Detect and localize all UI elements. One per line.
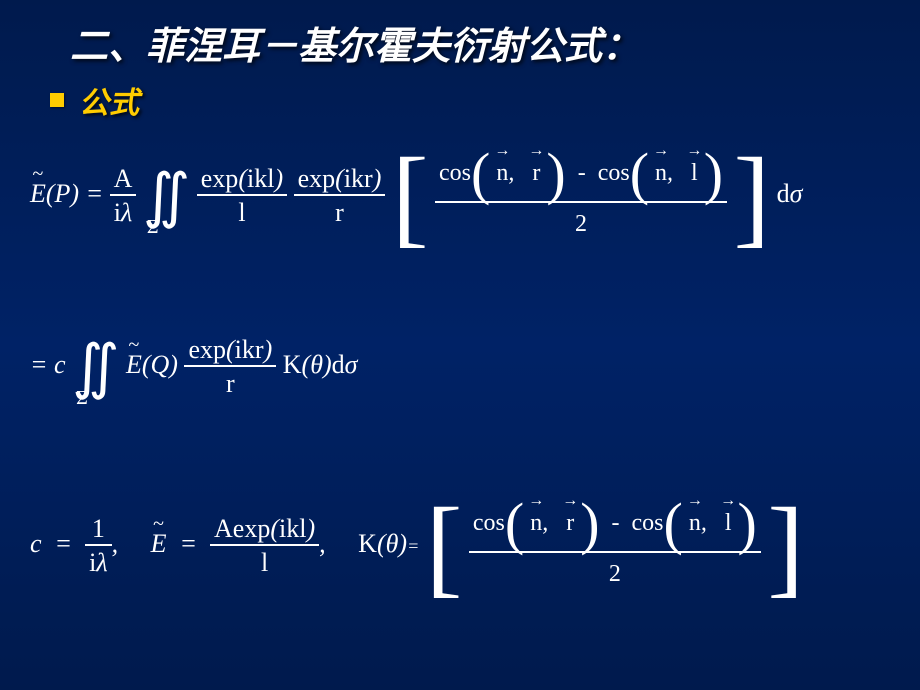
q-letter: Q xyxy=(151,350,170,379)
e-letter2: E xyxy=(126,350,142,379)
frac-exp-ikr2: exp(ikr) r xyxy=(184,335,276,399)
frac-cos2: cos( →n, →r ) - cos( →n, →l ) 2 xyxy=(469,504,761,588)
vec-r: →r xyxy=(532,160,540,187)
minus2: - xyxy=(612,510,620,536)
paren-l-icon: ( xyxy=(471,154,490,195)
frac-cos: cos( →n, →r ) - cos( →n, →l ) 2 xyxy=(435,154,727,238)
i-letter: i xyxy=(114,198,121,227)
n-letter3: n xyxy=(530,510,542,536)
n-letter4: n xyxy=(689,510,701,536)
exp-text2: exp xyxy=(298,164,336,193)
sigma: σ xyxy=(790,179,803,208)
e-letter3: E xyxy=(151,529,167,558)
subtitle-row: 公式 xyxy=(50,78,900,122)
frac-aexp: Aexp(ikl) l xyxy=(210,514,319,578)
r-letter2: r xyxy=(226,369,235,398)
paren-r3-icon: ) xyxy=(580,504,599,545)
lambda2: λ xyxy=(96,548,107,577)
one: 1 xyxy=(92,514,105,543)
l-letter: l xyxy=(238,198,245,227)
aexp-text: Aexp xyxy=(214,514,270,543)
frac-exp-ikl: exp(ikl) l xyxy=(197,164,287,228)
equals4: = xyxy=(179,529,197,558)
l-letter2: l xyxy=(261,548,268,577)
bullet-icon xyxy=(50,93,64,107)
subtitle: 公式 xyxy=(79,78,139,122)
sigma2: σ xyxy=(345,350,358,379)
equation-1: E(P) = A iλ ∬Σ exp(ikl) l exp(ikr) r [ c… xyxy=(30,152,802,240)
vec-n3: →n xyxy=(530,510,542,537)
paren-r2-icon: ) xyxy=(704,154,723,195)
r-vec: r xyxy=(532,160,540,186)
r-vec2: r xyxy=(566,510,574,536)
cos-text4: cos xyxy=(632,510,664,536)
k-letter2: K xyxy=(358,529,377,558)
arg-p: (P) xyxy=(46,179,79,208)
theta: θ xyxy=(310,350,323,379)
a-letter: A xyxy=(114,164,133,193)
paren-l2-icon: ( xyxy=(630,154,649,195)
sigma-sub2: Σ xyxy=(76,387,88,410)
comma2: , xyxy=(319,529,326,558)
paren-l4-icon: ( xyxy=(664,504,683,545)
paren-r4-icon: ) xyxy=(738,504,757,545)
equation-2: = c ∬Σ E(Q) exp(ikr) r K(θ)dσ xyxy=(30,332,357,402)
vec-l: →l xyxy=(691,160,698,187)
ikr-text2: ikr xyxy=(235,335,264,364)
integral-icon2: ∬Σ xyxy=(72,332,119,402)
e-tilde2: E xyxy=(126,350,142,380)
c-letter2: c xyxy=(30,529,42,558)
slide-container: 二、菲涅耳－基尔霍夫衍射公式： 公式 E(P) = A iλ ∬Σ exp(ik… xyxy=(0,0,920,142)
bracket-left2-icon: [ xyxy=(426,502,463,590)
equation-3: c = 1 iλ , E = Aexp(ikl) l , K(θ)= [ cos… xyxy=(30,502,804,590)
bracket-right-icon: ] xyxy=(734,152,771,240)
l-vec: l xyxy=(691,160,698,186)
ikl-text: ikl xyxy=(247,164,274,193)
two2: 2 xyxy=(609,561,621,587)
theta2: θ xyxy=(386,529,399,558)
exp-text3: exp xyxy=(188,335,226,364)
minus: - xyxy=(578,160,586,186)
cos-text2: cos xyxy=(598,160,630,186)
ikl-text2: ikl xyxy=(279,514,306,543)
cos-text: cos xyxy=(439,160,471,186)
e-tilde: E xyxy=(30,179,46,209)
equals2: = xyxy=(30,350,48,379)
equals3: = xyxy=(55,529,73,558)
vec-l2: →l xyxy=(725,510,732,537)
bracket-left-icon: [ xyxy=(392,152,429,240)
comma1: , xyxy=(112,529,119,558)
n-letter2: n xyxy=(655,160,667,186)
two: 2 xyxy=(575,211,587,237)
bracket-right2-icon: ] xyxy=(767,502,804,590)
slide-title: 二、菲涅耳－基尔霍夫衍射公式： xyxy=(70,15,900,70)
vec-n2: →n xyxy=(655,160,667,187)
n-letter: n xyxy=(496,160,508,186)
ikr-text: ikr xyxy=(344,164,373,193)
cos-text3: cos xyxy=(473,510,505,536)
paren-l3-icon: ( xyxy=(505,504,524,545)
e-tilde3: E xyxy=(151,529,167,559)
equals5: = xyxy=(407,536,419,556)
frac-a-il: A iλ xyxy=(110,164,137,228)
l-vec2: l xyxy=(725,510,732,536)
equals: = xyxy=(86,179,104,208)
exp-text: exp xyxy=(201,164,239,193)
frac-1-il: 1 iλ xyxy=(85,514,112,578)
c-letter: c xyxy=(54,350,66,379)
lambda: λ xyxy=(121,198,132,227)
d-letter: d xyxy=(777,179,790,208)
vec-n: →n xyxy=(496,160,508,187)
integral-icon: ∬Σ xyxy=(143,161,190,231)
sigma-sub: Σ xyxy=(147,216,159,239)
r-letter: r xyxy=(335,198,344,227)
e-letter: E xyxy=(30,179,46,208)
d-letter2: d xyxy=(332,350,345,379)
frac-exp-ikr: exp(ikr) r xyxy=(294,164,386,228)
k-letter: K xyxy=(283,350,302,379)
paren-r-icon: ) xyxy=(546,154,565,195)
vec-r2: →r xyxy=(566,510,574,537)
vec-n4: →n xyxy=(689,510,701,537)
